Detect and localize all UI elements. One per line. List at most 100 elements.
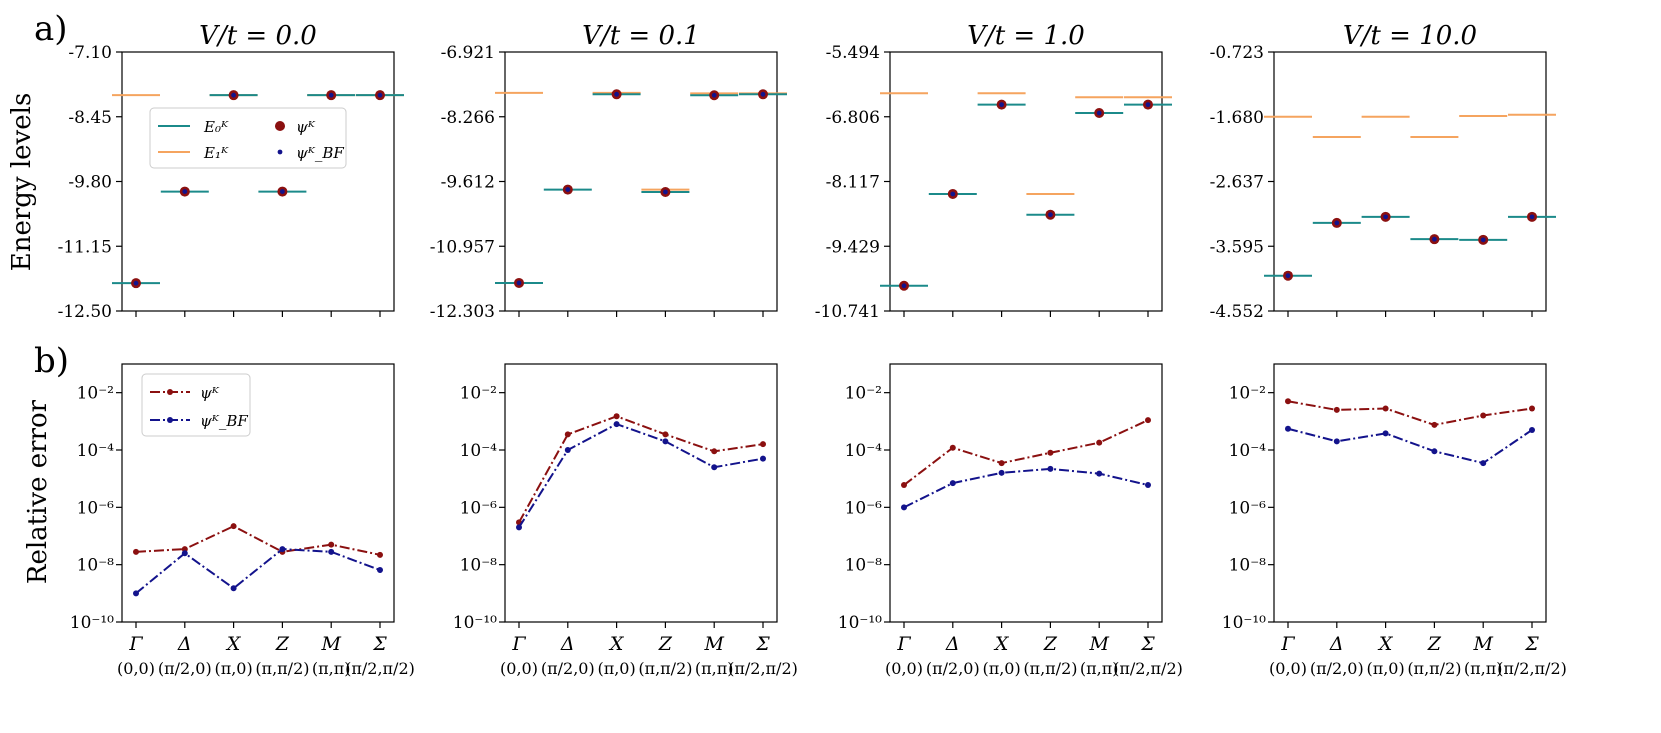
psi-bf-error-point [1047, 465, 1054, 472]
k-point-label: Σ [372, 633, 387, 655]
panel-1: V/t = 0.0 -7.10 -8.45 -9.80 -11.15 -12.50 10⁻²… [58, 21, 415, 678]
k-coord-label: (π/2,0) [926, 659, 980, 678]
psi-bf-energy-point [1480, 237, 1486, 243]
error-ytick-label: 10⁻⁸ [845, 556, 883, 576]
legend-psi-bf-label: ψᴷ_BF [296, 144, 344, 162]
legend-psi-error-label: ψᴷ [200, 384, 220, 402]
legend-psi-bf-error-marker [167, 417, 173, 423]
psi-bf-energy-point [133, 280, 139, 286]
psi-error-point [328, 541, 335, 548]
k-coord-label: (π/2,π/2) [1497, 659, 1567, 678]
panel-title: V/t = 1.0 [967, 21, 1085, 51]
k-coord-label: (π,π) [1080, 659, 1119, 678]
psi-error-point [1480, 412, 1487, 419]
k-point-label: Σ [1524, 633, 1539, 655]
psi-bf-energy-point [1432, 236, 1437, 242]
psi-bf-energy-point [950, 191, 956, 197]
legend-psi-bf-marker [277, 149, 283, 155]
energy-ytick-label: -6.806 [826, 108, 880, 128]
psi-bf-error-point [1529, 426, 1535, 433]
energy-ytick-label: -3.595 [1210, 237, 1264, 257]
legend-psi-bf-error-label: ψᴷ_BF [200, 412, 248, 430]
k-point-label: Δ [177, 633, 192, 655]
psi-bf-error-point [901, 504, 907, 511]
psi-bf-error-point [711, 464, 718, 471]
energy-ytick-label: -1.680 [1210, 108, 1264, 128]
legend-e1-label: E₁ᴷ [203, 144, 229, 162]
k-point-label: X [225, 633, 242, 655]
energy-ytick-label: -9.80 [68, 173, 112, 193]
psi-bf-energy-point [328, 92, 334, 98]
k-point-label: Γ [896, 633, 911, 655]
energy-ytick-label: -12.303 [430, 302, 495, 322]
psi-bf-error-point [998, 469, 1005, 476]
energy-ytick-label: -9.429 [826, 237, 880, 257]
psi-bf-energy-point [182, 189, 188, 194]
psi-bf-energy-point [1529, 214, 1535, 220]
k-coord-label: (0,0) [117, 659, 155, 678]
psi-bf-error-point [1480, 460, 1487, 467]
psi-bf-error-line [135, 548, 381, 595]
energy-ytick-label: -5.494 [826, 43, 880, 63]
psi-bf-error-point [1145, 482, 1151, 489]
psi-error-point [1529, 405, 1535, 412]
psi-bf-error-point [328, 548, 335, 555]
panel-grid: V/t = 0.0 -7.10 -8.45 -9.80 -11.15 -12.50 10⁻²… [58, 21, 1567, 678]
legend-psi-error-marker [167, 389, 173, 395]
psi-bf-error-point [1333, 438, 1340, 445]
error-ytick-label: 10⁻⁶ [77, 498, 115, 518]
k-coord-label: (π,0) [214, 659, 252, 678]
k-point-label: Z [1427, 633, 1442, 655]
psi-error-point [133, 548, 139, 555]
k-point-label: M [1088, 633, 1109, 655]
psi-bf-energy-point [377, 92, 383, 98]
panel-a-label: a) [34, 9, 68, 49]
k-coord-label: (π,π/2) [255, 659, 309, 678]
k-coord-label: (0,0) [500, 659, 538, 678]
k-point-label: Z [275, 633, 290, 655]
error-axes-frame [121, 363, 395, 623]
psi-bf-error-point [516, 524, 522, 531]
error-ylabel: Relative error [23, 399, 53, 584]
psi-bf-energy-point [711, 92, 717, 98]
error-axes-frame [889, 363, 1163, 623]
k-coord-label: (0,0) [885, 659, 923, 678]
psi-bf-error-point [181, 550, 188, 557]
error-ytick-label: 10⁻⁶ [845, 498, 883, 518]
psi-error-point [949, 444, 956, 451]
psi-bf-error-line [518, 423, 764, 528]
psi-error-point [230, 523, 237, 530]
psi-error-point [662, 431, 669, 438]
psi-bf-energy-point [231, 92, 237, 98]
psi-bf-error-point [662, 438, 669, 445]
psi-bf-error-point [1382, 430, 1389, 437]
k-coord-label: (π/2,π/2) [345, 659, 415, 678]
psi-error-point [564, 431, 571, 438]
energy-axes-frame [504, 51, 778, 312]
k-coord-label: (π/2,0) [1310, 659, 1364, 678]
error-ytick-label: 10⁻² [460, 384, 497, 404]
psi-bf-energy-point [663, 189, 668, 195]
energy-ytick-label: -7.10 [68, 43, 112, 63]
error-ytick-label: 10⁻¹⁰ [453, 613, 497, 633]
psi-bf-energy-point [1048, 212, 1053, 218]
error-ytick-label: 10⁻⁴ [845, 441, 883, 461]
k-coord-label: (π,π) [1464, 659, 1503, 678]
panel-4: V/t = 10.0 -0.723 -1.680 -2.637 -3.595 -4.552… [1210, 21, 1567, 678]
k-point-label: Δ [945, 633, 960, 655]
error-ytick-label: 10⁻¹⁰ [838, 613, 882, 633]
panel-3: V/t = 1.0 -5.494 -6.806 -8.117 -9.429 -10.741… [815, 21, 1183, 678]
psi-bf-error-point [279, 546, 286, 553]
psi-error-point [181, 546, 188, 553]
k-coord-label: (π,π/2) [1407, 659, 1461, 678]
k-coord-label: (π/2,0) [158, 659, 212, 678]
error-ytick-label: 10⁻⁸ [77, 556, 115, 576]
k-coord-label: (π,0) [982, 659, 1020, 678]
energy-ytick-label: -8.266 [441, 108, 495, 128]
psi-bf-error-point [613, 421, 620, 428]
k-coord-label: (π,0) [597, 659, 635, 678]
psi-bf-error-point [949, 480, 956, 487]
energy-axes-frame [121, 51, 395, 312]
k-point-label: M [320, 633, 341, 655]
psi-bf-error-point [760, 455, 766, 462]
